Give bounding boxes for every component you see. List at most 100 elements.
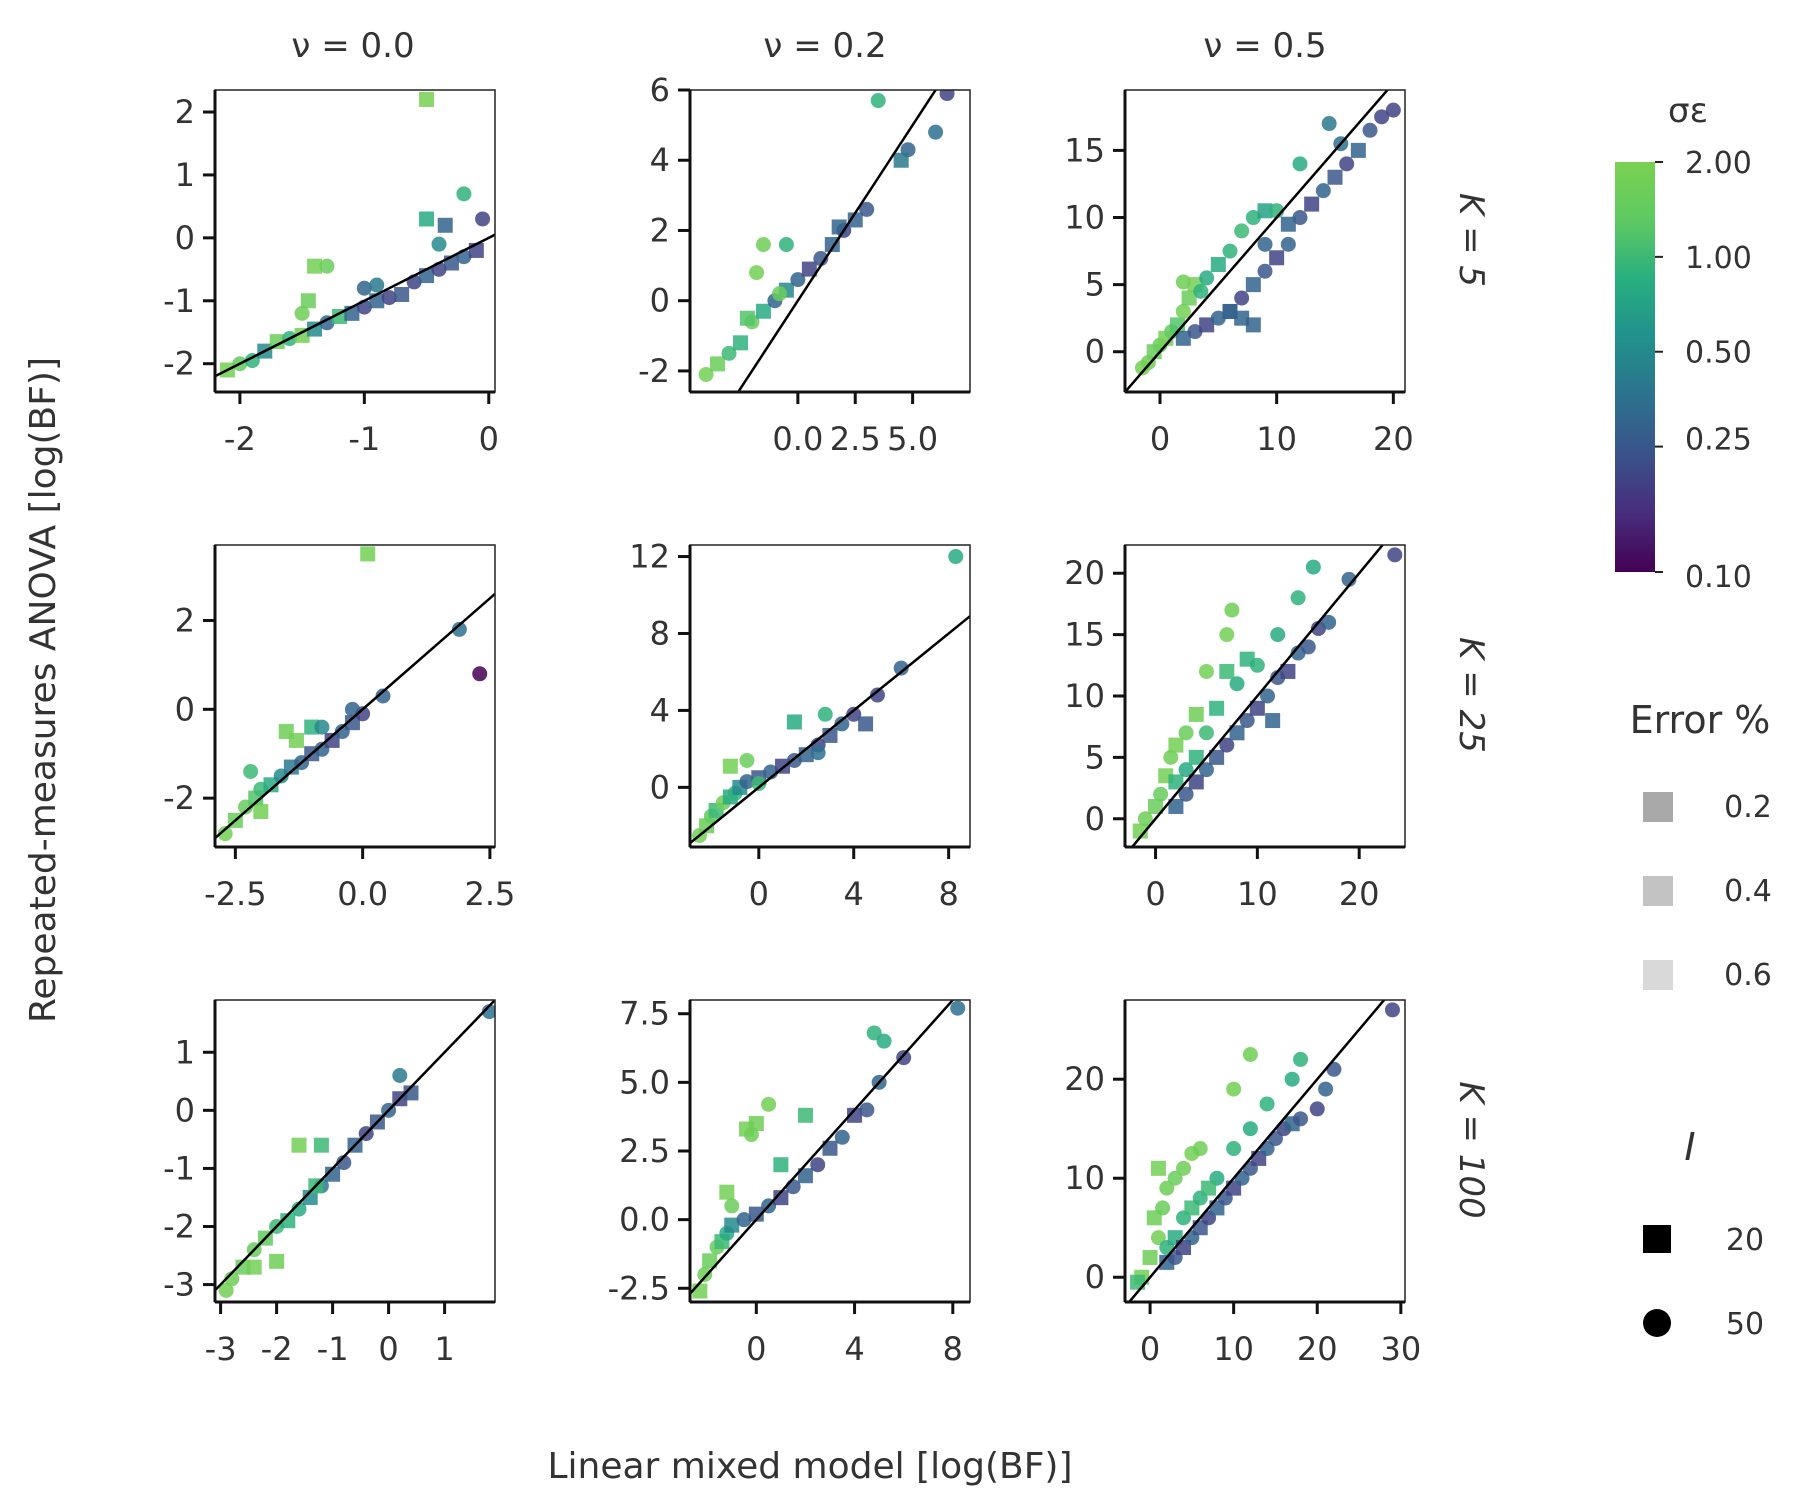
data-point-square xyxy=(246,1259,262,1275)
y-tick-label: -1 xyxy=(163,282,195,320)
col-title-0: ν = 0.0 xyxy=(291,26,414,66)
data-point-circle xyxy=(1292,210,1308,226)
y-tick-label: -2 xyxy=(638,352,670,390)
colorbar-tick-label: 1.00 xyxy=(1685,241,1752,276)
y-tick-label: -2 xyxy=(163,345,195,383)
error-swatch-0 xyxy=(1643,792,1673,822)
data-point-circle xyxy=(1222,243,1238,259)
y-tick-label: -2 xyxy=(163,779,195,817)
data-point-circle xyxy=(817,706,833,722)
data-point-square xyxy=(1265,713,1281,729)
data-point-square xyxy=(280,1213,296,1229)
y-tick-label: 0 xyxy=(650,282,670,320)
data-point-circle xyxy=(1175,274,1191,290)
y-tick-label: -2.5 xyxy=(608,1269,670,1307)
y-tick-label: 0 xyxy=(1085,1258,1105,1296)
col-title-2: ν = 0.5 xyxy=(1203,26,1326,66)
colorbar xyxy=(1615,162,1655,572)
y-tick-label: 7.5 xyxy=(619,995,670,1033)
data-point-square xyxy=(269,1253,285,1269)
data-point-circle xyxy=(1167,1170,1183,1186)
x-tick-label: 0 xyxy=(479,420,499,458)
identity-line xyxy=(1127,1000,1386,1302)
data-point-circle xyxy=(1290,590,1306,606)
data-point-circle xyxy=(1242,1121,1258,1137)
data-point-square xyxy=(1245,277,1261,293)
data-point-circle xyxy=(1293,1051,1309,1067)
colorbar-ticks: 2.00 1.00 0.50 0.25 0.10 xyxy=(1655,146,1752,595)
data-point-circle xyxy=(1175,303,1191,319)
panel-r2-c1: 0 4 8 -2.5 0.0 2.5 5.0 7.5 xyxy=(608,995,971,1368)
data-point-circle xyxy=(1198,663,1214,679)
data-point-square xyxy=(773,1190,789,1206)
data-point-square xyxy=(1201,1180,1217,1196)
data-point-circle xyxy=(1150,1230,1166,1246)
data-point-square xyxy=(724,1217,740,1233)
data-point-circle xyxy=(344,701,360,717)
data-point-circle xyxy=(1284,1071,1300,1087)
data-point-circle xyxy=(834,716,850,732)
x-tick-label: 10 xyxy=(1256,420,1297,458)
data-point-circle xyxy=(755,237,771,253)
panel-r2-c0: -3 -2 -1 0 1-3-2-101 xyxy=(163,999,496,1368)
data-point-circle xyxy=(381,290,397,306)
data-point-circle xyxy=(481,1004,495,1020)
data-point-square xyxy=(1257,203,1273,219)
row-title-2: K = 100 xyxy=(1451,1081,1491,1218)
data-point-circle xyxy=(1210,310,1226,326)
data-point-square xyxy=(692,1283,708,1299)
data-point-square xyxy=(419,211,435,227)
data-point-square xyxy=(1188,749,1204,765)
data-point-square xyxy=(1280,216,1296,232)
data-point-circle xyxy=(1374,109,1390,125)
data-point-square xyxy=(1168,774,1184,790)
data-point-circle xyxy=(698,366,714,382)
y-tick-label: 0.0 xyxy=(619,1201,670,1239)
data-point-circle xyxy=(1153,786,1169,802)
data-point-square xyxy=(797,1168,813,1184)
y-tick-label: 2 xyxy=(650,211,670,249)
data-point-square xyxy=(1234,310,1250,326)
data-point-circle xyxy=(336,1155,352,1171)
x-tick-label: -3 xyxy=(205,1330,237,1368)
y-tick-label: 10 xyxy=(1064,1159,1105,1197)
data-point-circle xyxy=(1219,627,1235,643)
data-point-square xyxy=(1142,1249,1158,1265)
data-point-square xyxy=(1280,663,1296,679)
data-point-circle xyxy=(1224,602,1240,618)
data-point-circle xyxy=(1178,786,1194,802)
identity-line xyxy=(736,90,938,392)
data-point-circle xyxy=(743,1127,759,1143)
data-point-square xyxy=(847,1107,863,1123)
y-tick-label: 5 xyxy=(1085,738,1105,776)
y-tick-label: 0 xyxy=(175,219,195,257)
data-point-square xyxy=(710,356,726,372)
data-point-circle xyxy=(876,1033,892,1049)
x-tick-label: 20 xyxy=(1339,875,1380,913)
data-point-square xyxy=(702,1253,718,1269)
data-point-circle xyxy=(749,265,765,281)
x-tick-label: 2.5 xyxy=(830,420,881,458)
data-point-square xyxy=(1148,798,1164,814)
data-point-circle xyxy=(1318,1081,1334,1097)
error-swatch-2 xyxy=(1643,960,1673,990)
data-point-circle xyxy=(1260,688,1276,704)
colorbar-tick-label: 0.25 xyxy=(1685,423,1752,458)
y-tick-label: 10 xyxy=(1064,677,1105,715)
identity-line xyxy=(690,1000,955,1296)
row-title-1: K = 25 xyxy=(1451,637,1491,753)
x-tick-label: 0 xyxy=(1145,875,1165,913)
data-point-square xyxy=(1210,256,1226,272)
panel-frame xyxy=(214,89,496,393)
data-point-circle xyxy=(319,258,335,274)
data-point-circle xyxy=(810,745,826,761)
I-legend-title: I xyxy=(1684,1125,1695,1169)
y-tick-label: -2 xyxy=(163,1208,195,1246)
data-point-circle xyxy=(1198,762,1214,778)
y-tick-label: 20 xyxy=(1064,554,1105,592)
x-axis-label: Linear mixed model [log(BF)] xyxy=(547,1446,1072,1487)
panel-r0-c2: 0 10 20 0 5 10 15 xyxy=(1064,89,1414,458)
identity-line xyxy=(1125,90,1390,392)
